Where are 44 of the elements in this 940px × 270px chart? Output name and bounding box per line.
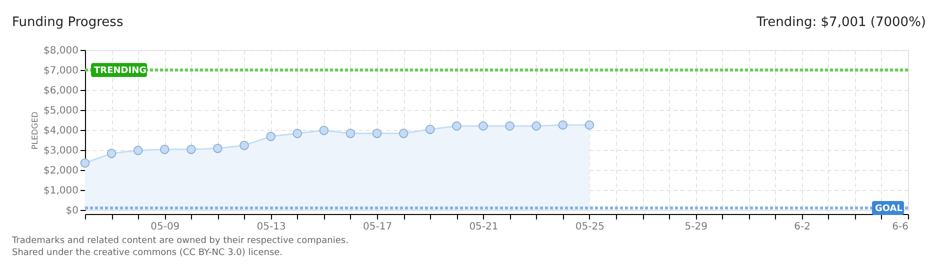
point bbox=[478, 121, 488, 131]
point bbox=[425, 124, 435, 134]
y-tick-label: $0 bbox=[66, 206, 78, 216]
y-tick-label: $4,000 bbox=[44, 126, 78, 136]
x-tick-label: 05-17 bbox=[363, 222, 392, 232]
point bbox=[213, 144, 222, 154]
point bbox=[292, 128, 302, 138]
point bbox=[532, 121, 542, 131]
point bbox=[319, 126, 329, 136]
y-tick-label: $6,000 bbox=[44, 86, 78, 96]
y-axis-title: PLEDGED bbox=[30, 112, 40, 150]
y-tick-label: $5,000 bbox=[44, 106, 78, 116]
point bbox=[346, 128, 356, 138]
y-tick-label: $2,000 bbox=[44, 166, 78, 176]
point bbox=[160, 144, 170, 154]
x-tick-label: 5-29 bbox=[684, 222, 708, 232]
point bbox=[266, 132, 276, 142]
point bbox=[80, 158, 90, 168]
point bbox=[505, 121, 514, 131]
point bbox=[452, 121, 462, 131]
text: Shared under the creative commons (CC BY-NC 3.0) license. bbox=[12, 248, 283, 258]
point bbox=[398, 128, 408, 138]
point bbox=[186, 144, 196, 154]
x-tick-label: 05-09 bbox=[150, 222, 180, 232]
point bbox=[106, 148, 116, 158]
x-tick-label: 6-2 bbox=[794, 222, 810, 232]
ref-line-label: TRENDING bbox=[94, 66, 146, 76]
text: Trademarks and related content are owned by their respective companies. bbox=[11, 236, 348, 246]
x-tick-label: 6-6 bbox=[892, 222, 908, 232]
y-tick-label: $8,000 bbox=[44, 46, 78, 56]
y-tick-label: $1,000 bbox=[44, 186, 78, 196]
chart-title: Funding Progress bbox=[12, 15, 124, 30]
y-tick-label: $7,000 bbox=[44, 66, 78, 76]
point bbox=[240, 140, 249, 150]
x-tick-label: 05-13 bbox=[256, 222, 286, 232]
x-tick-label: 05-25 bbox=[575, 222, 604, 232]
x-tick-label: 05-21 bbox=[469, 222, 498, 232]
ref-line-label: GOAL bbox=[875, 204, 903, 214]
text: Trending: $7,001 (7000%) bbox=[756, 15, 926, 30]
point bbox=[584, 120, 594, 130]
y-tick-label: $3,000 bbox=[44, 146, 78, 156]
point bbox=[133, 146, 143, 156]
point bbox=[372, 128, 382, 138]
point bbox=[558, 120, 568, 130]
